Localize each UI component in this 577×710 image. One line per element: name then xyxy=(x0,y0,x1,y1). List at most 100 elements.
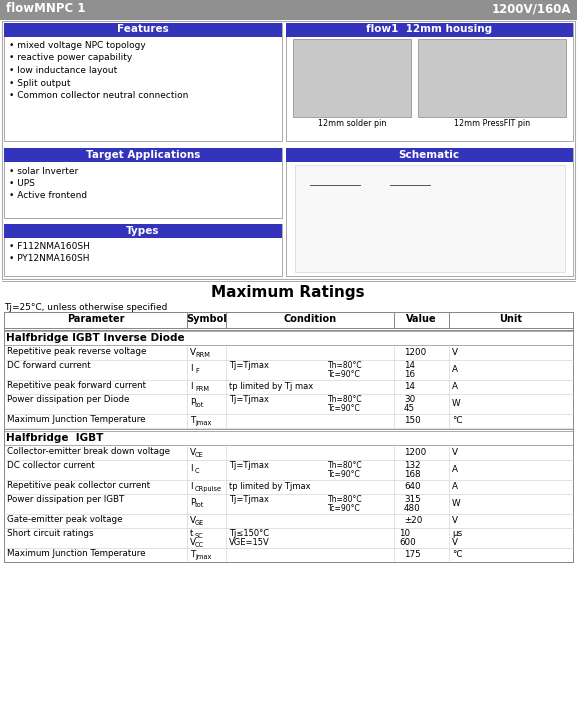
Bar xyxy=(0,0,577,20)
Text: Maximum Junction Temperature: Maximum Junction Temperature xyxy=(7,549,145,558)
Text: FRM: FRM xyxy=(195,386,209,392)
Text: flow1  12mm housing: flow1 12mm housing xyxy=(366,25,492,35)
Text: Repetitive peak reverse voltage: Repetitive peak reverse voltage xyxy=(7,347,147,356)
Text: Halfbridge  IGBT: Halfbridge IGBT xyxy=(6,433,103,443)
Text: P: P xyxy=(190,498,195,507)
Text: Power dissipation per IGBT: Power dissipation per IGBT xyxy=(7,495,125,504)
Text: 16: 16 xyxy=(404,370,415,379)
Bar xyxy=(4,224,282,238)
Text: 12mm solder pin: 12mm solder pin xyxy=(318,119,386,128)
Text: 14: 14 xyxy=(404,382,415,391)
Bar xyxy=(4,148,282,162)
Text: I: I xyxy=(190,382,193,391)
Text: V: V xyxy=(452,448,458,457)
Text: 1200: 1200 xyxy=(404,348,426,357)
Text: 30: 30 xyxy=(404,395,415,404)
Text: • reactive power capability: • reactive power capability xyxy=(9,53,132,62)
Text: Tj=Tjmax: Tj=Tjmax xyxy=(229,361,269,370)
Text: I: I xyxy=(190,482,193,491)
Text: Tc=90°C: Tc=90°C xyxy=(328,404,361,413)
Text: Th=80°C: Th=80°C xyxy=(328,461,362,470)
Text: Value: Value xyxy=(406,314,437,324)
Text: W: W xyxy=(452,399,460,408)
Text: V: V xyxy=(190,538,196,547)
Text: jmax: jmax xyxy=(195,420,211,426)
Text: tot: tot xyxy=(195,502,204,508)
Text: W: W xyxy=(452,499,460,508)
Text: 12mm PressFIT pin: 12mm PressFIT pin xyxy=(454,119,530,128)
Text: Unit: Unit xyxy=(500,314,523,324)
Bar xyxy=(295,165,565,272)
Text: jmax: jmax xyxy=(195,554,211,560)
Text: µs: µs xyxy=(452,529,462,538)
Text: CRpulse: CRpulse xyxy=(195,486,222,492)
Bar xyxy=(293,39,411,117)
Text: Tj=Tjmax: Tj=Tjmax xyxy=(229,461,269,470)
Text: 45: 45 xyxy=(404,404,415,413)
Text: C: C xyxy=(195,468,200,474)
Bar xyxy=(286,23,573,37)
Text: • low inductance layout: • low inductance layout xyxy=(9,66,117,75)
Text: Types: Types xyxy=(126,226,160,236)
Bar xyxy=(4,148,282,218)
Text: RRM: RRM xyxy=(195,352,210,358)
Text: Th=80°C: Th=80°C xyxy=(328,395,362,404)
Text: Parameter: Parameter xyxy=(67,314,124,324)
Text: • solar Inverter: • solar Inverter xyxy=(9,167,78,176)
Text: DC collector current: DC collector current xyxy=(7,461,95,470)
Bar xyxy=(4,23,282,37)
Text: V: V xyxy=(190,516,196,525)
Text: °C: °C xyxy=(452,416,463,425)
Text: A: A xyxy=(452,465,458,474)
Text: tot: tot xyxy=(195,402,204,408)
Text: tp limited by Tj max: tp limited by Tj max xyxy=(229,382,313,391)
Text: 1200V/160A: 1200V/160A xyxy=(492,3,571,16)
Text: • Active frontend: • Active frontend xyxy=(9,191,87,200)
Text: Tc=90°C: Tc=90°C xyxy=(328,504,361,513)
Text: V: V xyxy=(452,516,458,525)
Text: CC: CC xyxy=(195,542,204,548)
Text: ±20: ±20 xyxy=(404,516,422,525)
Text: • UPS: • UPS xyxy=(9,179,35,188)
Text: Halfbridge IGBT Inverse Diode: Halfbridge IGBT Inverse Diode xyxy=(6,333,185,343)
Text: T: T xyxy=(190,550,196,559)
Text: Maximum Junction Temperature: Maximum Junction Temperature xyxy=(7,415,145,424)
Text: A: A xyxy=(452,382,458,391)
Text: F: F xyxy=(195,368,198,374)
Text: P: P xyxy=(190,398,195,407)
Text: Tc=90°C: Tc=90°C xyxy=(328,470,361,479)
Text: 175: 175 xyxy=(404,550,421,559)
Text: • PY12NMA160SH: • PY12NMA160SH xyxy=(9,254,89,263)
Text: Repetitive peak forward current: Repetitive peak forward current xyxy=(7,381,146,390)
Text: 480: 480 xyxy=(404,504,421,513)
Text: Schematic: Schematic xyxy=(399,150,459,160)
Bar xyxy=(4,23,282,141)
Text: flowMNPC 1: flowMNPC 1 xyxy=(6,3,85,16)
Text: DC forward current: DC forward current xyxy=(7,361,91,370)
Text: Condition: Condition xyxy=(283,314,336,324)
Text: • F112NMA160SH: • F112NMA160SH xyxy=(9,242,90,251)
Text: 14: 14 xyxy=(404,361,415,370)
Text: Collector-emitter break down voltage: Collector-emitter break down voltage xyxy=(7,447,170,456)
Bar xyxy=(286,23,573,141)
Text: T: T xyxy=(190,416,196,425)
Text: Power dissipation per Diode: Power dissipation per Diode xyxy=(7,395,129,404)
Text: V: V xyxy=(190,348,196,357)
Bar xyxy=(4,312,573,562)
Text: Tj=Tjmax: Tj=Tjmax xyxy=(229,495,269,504)
Text: I: I xyxy=(190,364,193,373)
Text: • mixed voltage NPC topology: • mixed voltage NPC topology xyxy=(9,41,146,50)
Text: Repetitive peak collector current: Repetitive peak collector current xyxy=(7,481,150,490)
Text: V: V xyxy=(452,348,458,357)
Text: Symbol: Symbol xyxy=(186,314,227,324)
Text: Th=80°C: Th=80°C xyxy=(328,495,362,504)
Text: SC: SC xyxy=(195,533,204,539)
Text: CE: CE xyxy=(195,452,204,458)
Text: A: A xyxy=(452,482,458,491)
Text: 150: 150 xyxy=(404,416,421,425)
Text: V: V xyxy=(452,538,458,547)
Text: I: I xyxy=(190,464,193,473)
Bar xyxy=(0,280,577,288)
Text: GE: GE xyxy=(195,520,204,526)
Bar xyxy=(4,312,573,328)
